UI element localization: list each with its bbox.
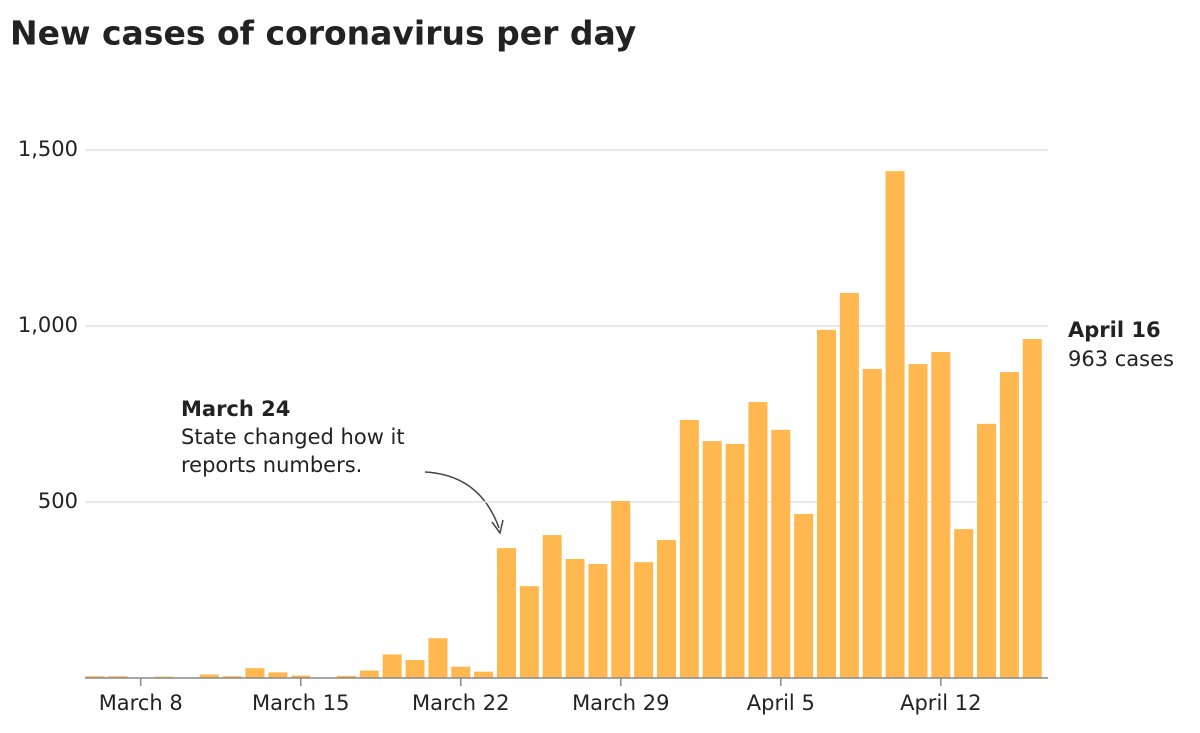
- bar: [222, 676, 242, 678]
- bar: [931, 352, 951, 678]
- x-tick-label: March 15: [252, 691, 349, 715]
- bar: [291, 675, 311, 678]
- arrow-head: [491, 519, 504, 535]
- bar: [999, 372, 1019, 678]
- bar: [1022, 339, 1042, 678]
- bar: [634, 562, 654, 678]
- bar: [885, 171, 905, 678]
- end-label-text: 963 cases: [1068, 347, 1174, 371]
- x-tick-label: March 8: [99, 691, 183, 715]
- bar: [977, 423, 997, 678]
- annotation-title: March 24: [181, 397, 290, 421]
- bar: [679, 419, 699, 678]
- x-tick-label: April 12: [900, 691, 981, 715]
- x-tick-label: March 22: [412, 691, 509, 715]
- bar: [725, 443, 745, 678]
- bar: [336, 675, 356, 678]
- bar: [359, 670, 379, 678]
- chart-title: New cases of coronavirus per day: [10, 14, 636, 53]
- bar: [565, 559, 585, 678]
- end-label-title: April 16: [1068, 318, 1161, 342]
- bar: [817, 329, 837, 678]
- bar: [382, 654, 402, 678]
- bar: [657, 540, 676, 678]
- bar: [702, 441, 722, 678]
- bar: [954, 529, 974, 678]
- annotation-text: reports numbers.: [181, 453, 362, 477]
- bar: [588, 563, 608, 678]
- bar: [839, 292, 859, 678]
- bar: [611, 500, 631, 678]
- x-tick-label: April 5: [747, 691, 815, 715]
- y-tick-label: 1,500: [18, 137, 78, 161]
- bar: [405, 660, 425, 678]
- y-tick-label: 500: [38, 489, 78, 513]
- bar: [268, 672, 288, 678]
- bar: [908, 364, 928, 678]
- bar: [794, 513, 814, 678]
- bar: [474, 671, 494, 678]
- bar: [245, 668, 265, 678]
- bar: [108, 676, 128, 678]
- bar: [862, 368, 882, 678]
- bar: [451, 666, 471, 678]
- bar: [85, 676, 105, 678]
- bar: [496, 548, 516, 678]
- bar: [428, 638, 448, 678]
- bar: [748, 402, 768, 678]
- y-tick-label: 1,000: [18, 313, 78, 337]
- x-tick-label: March 29: [572, 691, 669, 715]
- bar: [542, 535, 562, 678]
- annotation-arrow: [424, 471, 500, 529]
- bar: [519, 586, 539, 678]
- bar: [199, 674, 219, 678]
- bar: [771, 429, 791, 678]
- annotation-text: State changed how it: [181, 425, 405, 449]
